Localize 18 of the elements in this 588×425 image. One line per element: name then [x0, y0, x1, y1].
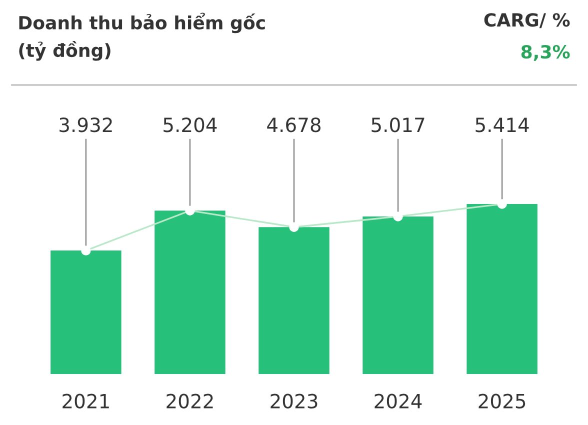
x-tick-label: 2022 — [166, 394, 213, 408]
x-tick-label: 2024 — [374, 394, 422, 408]
data-label: 3.932 — [60, 118, 112, 132]
text: 8,3% — [521, 44, 570, 61]
bar — [362, 216, 434, 374]
data-label: 5.414 — [476, 118, 529, 132]
x-tick-label: 2023 — [270, 394, 318, 408]
data-label: 5.204 — [164, 118, 217, 132]
bar — [466, 204, 538, 374]
x-tick-label: 2025 — [478, 394, 526, 408]
x-tick-label: 2021 — [62, 394, 109, 408]
bar — [154, 210, 226, 374]
data-label: 5.017 — [372, 118, 424, 132]
text: CARG/ % — [484, 13, 570, 28]
bar — [258, 227, 330, 374]
bar — [50, 250, 122, 374]
data-label: 4.678 — [267, 118, 320, 132]
chart-title: Doanh thu bảo hiểm gốc (tỷ đồng) — [19, 12, 265, 61]
